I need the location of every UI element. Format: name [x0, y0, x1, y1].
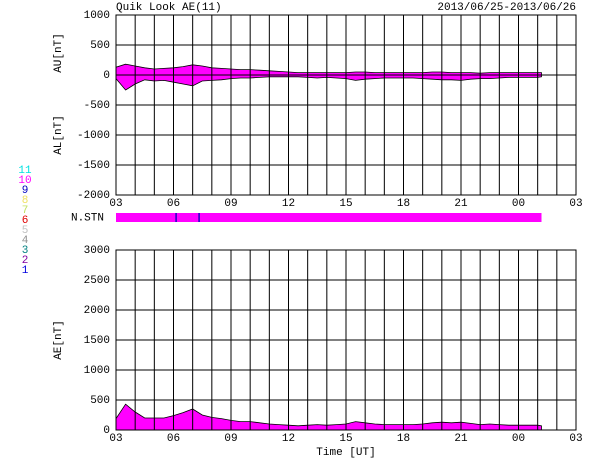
x-tick-label: 21	[454, 433, 468, 445]
y-tick-label: -2000	[77, 190, 110, 202]
plot-frame	[115, 249, 577, 431]
y-tick-label: 500	[90, 40, 110, 52]
y-axis-label: AE[nT]	[53, 320, 65, 360]
y-tick-label: -500	[84, 100, 110, 112]
area	[115, 63, 542, 76]
station-segment	[175, 213, 177, 222]
level-label: 3	[22, 245, 29, 257]
x-tick-label: 06	[167, 433, 180, 445]
plot-frame	[115, 14, 577, 196]
x-tick-label: 06	[167, 198, 180, 210]
x-tick-label: 09	[224, 433, 237, 445]
level-label: 10	[18, 175, 31, 187]
strip-label: N.STN	[71, 212, 104, 224]
y-tick-label: 2000	[84, 305, 110, 317]
y-tick-label: -1500	[77, 160, 110, 172]
y-axis-label: AL[nT]	[53, 115, 65, 155]
chart-title: Quik Look AE(11)	[116, 2, 222, 14]
x-tick-label: 18	[397, 433, 410, 445]
chart-subtitle: 2013/06/25-2013/06/26	[437, 2, 576, 14]
level-label: 4	[22, 235, 29, 247]
x-tick-label: 09	[224, 198, 237, 210]
x-tick-label: 03	[109, 433, 122, 445]
y-tick-label: 1500	[84, 335, 110, 347]
x-tick-label: 12	[282, 198, 295, 210]
y-axis-label: AU[nT]	[53, 33, 65, 73]
y-tick-label: 0	[103, 425, 110, 437]
y-tick-label: 2500	[84, 275, 110, 287]
x-tick-label: 15	[339, 198, 352, 210]
level-label: 5	[22, 225, 29, 237]
station-segment	[198, 213, 200, 222]
x-tick-label: 03	[569, 198, 582, 210]
x-tick-label: 03	[109, 198, 122, 210]
x-tick-label: 00	[512, 198, 525, 210]
x-tick-label: 21	[454, 198, 468, 210]
area	[115, 74, 542, 91]
level-label: 11	[18, 165, 32, 177]
y-tick-label: 3000	[84, 245, 110, 257]
level-label: 9	[22, 185, 29, 197]
station-segment	[116, 213, 542, 222]
y-tick-label: -1000	[77, 130, 110, 142]
y-tick-label: 0	[103, 70, 110, 82]
x-tick-label: 18	[397, 198, 410, 210]
y-tick-label: 1000	[84, 10, 110, 22]
level-label: 8	[22, 195, 29, 207]
level-label: 2	[22, 255, 29, 267]
x-tick-label: 15	[339, 433, 352, 445]
level-label: 7	[22, 205, 29, 217]
x-axis-label: Time [UT]	[316, 447, 375, 459]
x-tick-label: 00	[512, 433, 525, 445]
y-tick-label: 500	[90, 395, 110, 407]
area	[115, 403, 542, 431]
level-label: 1	[22, 265, 29, 277]
y-tick-label: 1000	[84, 365, 110, 377]
x-tick-label: 12	[282, 433, 295, 445]
x-tick-label: 03	[569, 433, 582, 445]
level-label: 6	[22, 215, 29, 227]
